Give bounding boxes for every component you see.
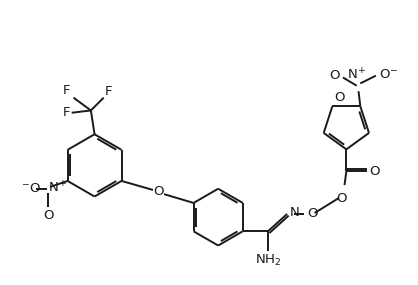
Text: N$^{+}$: N$^{+}$ xyxy=(48,181,67,196)
Text: N$^{+}$: N$^{+}$ xyxy=(347,68,366,83)
Text: $^{-}$O: $^{-}$O xyxy=(21,182,41,195)
Text: O: O xyxy=(330,69,340,82)
Text: NH$_2$: NH$_2$ xyxy=(255,253,281,268)
Text: O$^{-}$: O$^{-}$ xyxy=(379,68,398,81)
Text: N: N xyxy=(290,205,300,219)
Text: O: O xyxy=(336,192,347,205)
Text: F: F xyxy=(62,106,70,119)
Text: O: O xyxy=(335,91,345,104)
Text: O: O xyxy=(153,186,164,198)
Text: O: O xyxy=(307,207,318,220)
Text: O: O xyxy=(43,209,54,222)
Text: F: F xyxy=(63,84,71,97)
Text: O: O xyxy=(370,165,380,178)
Text: F: F xyxy=(104,85,112,98)
